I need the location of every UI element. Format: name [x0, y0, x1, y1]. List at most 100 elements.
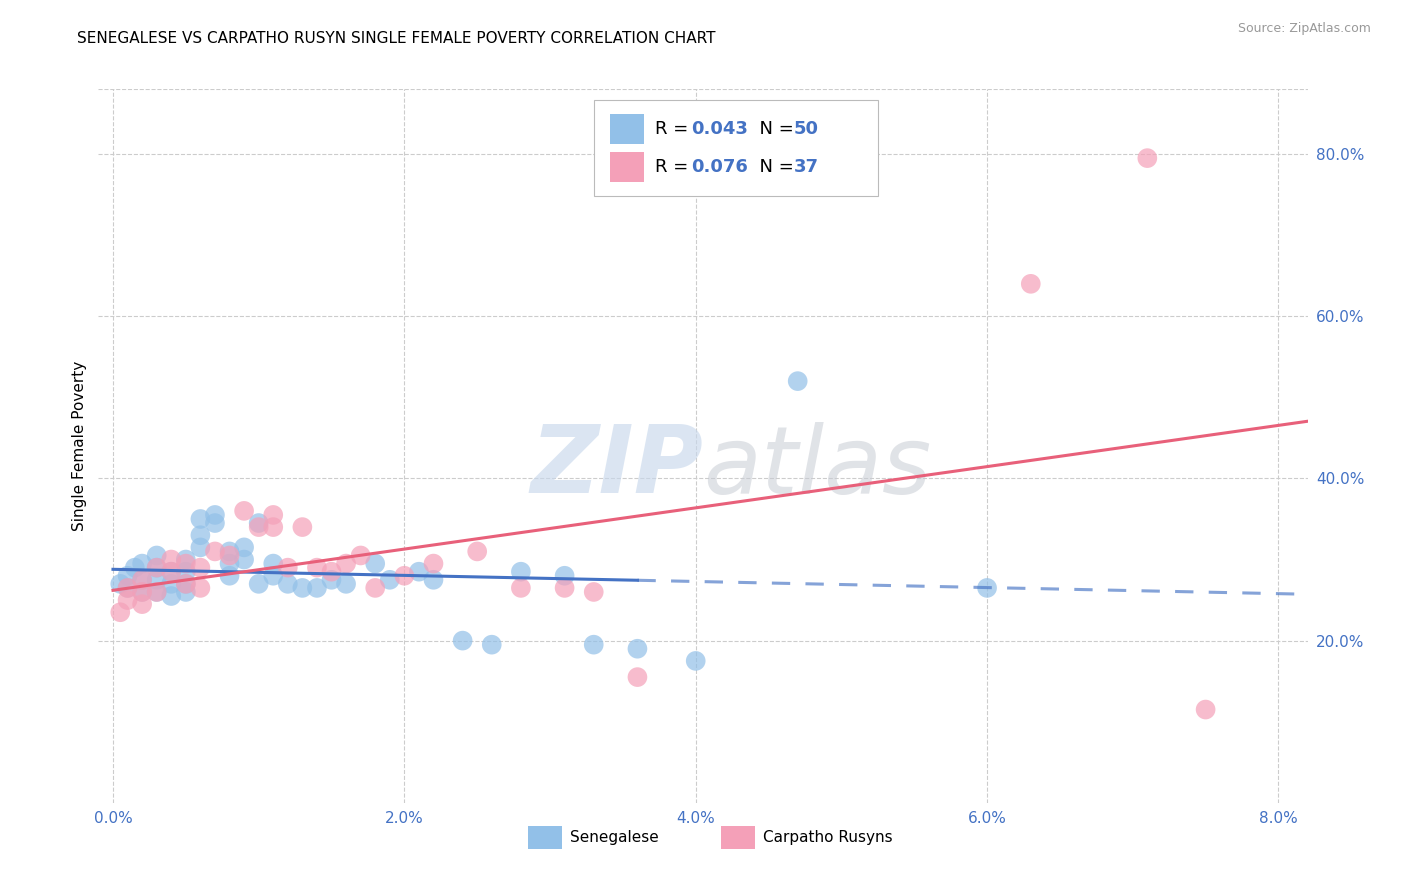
Point: [131, 573, 153, 587]
Point: [364, 581, 387, 595]
Bar: [527, 826, 561, 849]
Point: [247, 577, 270, 591]
Point: [626, 670, 648, 684]
Point: [174, 577, 197, 591]
Bar: [610, 114, 644, 145]
Point: [291, 520, 314, 534]
Point: [291, 581, 314, 595]
Text: N =: N =: [748, 120, 799, 138]
Point: [174, 557, 197, 571]
Point: [465, 544, 488, 558]
Point: [174, 552, 197, 566]
Text: 50: 50: [793, 120, 818, 138]
Y-axis label: Single Female Poverty: Single Female Poverty: [72, 361, 87, 531]
Text: SENEGALESE VS CARPATHO RUSYN SINGLE FEMALE POVERTY CORRELATION CHART: SENEGALESE VS CARPATHO RUSYN SINGLE FEMA…: [77, 31, 716, 46]
Point: [218, 568, 240, 582]
Point: [305, 560, 328, 574]
Point: [335, 557, 357, 571]
Point: [582, 638, 605, 652]
Point: [145, 549, 167, 563]
Text: Source: ZipAtlas.com: Source: ZipAtlas.com: [1237, 22, 1371, 36]
Text: N =: N =: [748, 158, 799, 176]
Point: [262, 508, 284, 522]
Point: [218, 557, 240, 571]
Text: atlas: atlas: [703, 422, 931, 513]
Point: [204, 516, 226, 530]
Bar: [721, 826, 755, 849]
Point: [408, 565, 430, 579]
Point: [509, 581, 531, 595]
Point: [131, 597, 153, 611]
Point: [145, 573, 167, 587]
Point: [117, 593, 139, 607]
Point: [350, 549, 373, 563]
Point: [262, 520, 284, 534]
Point: [233, 504, 256, 518]
Point: [247, 520, 270, 534]
Point: [233, 552, 256, 566]
Point: [190, 541, 212, 555]
Point: [131, 557, 153, 571]
Point: [305, 581, 328, 595]
FancyBboxPatch shape: [595, 100, 879, 196]
Point: [117, 581, 139, 595]
Point: [190, 581, 212, 595]
Point: [1019, 277, 1042, 291]
Point: [190, 512, 212, 526]
Point: [247, 516, 270, 530]
Point: [277, 577, 299, 591]
Point: [422, 557, 444, 571]
Point: [509, 565, 531, 579]
Text: Senegalese: Senegalese: [569, 830, 659, 846]
Text: 37: 37: [793, 158, 818, 176]
Point: [685, 654, 707, 668]
Point: [233, 541, 256, 555]
Point: [174, 585, 197, 599]
Point: [174, 565, 197, 579]
Point: [174, 577, 197, 591]
Point: [190, 560, 212, 574]
Point: [131, 585, 153, 599]
Point: [976, 581, 998, 595]
Point: [204, 544, 226, 558]
Point: [451, 633, 474, 648]
Point: [1194, 702, 1216, 716]
Point: [131, 585, 153, 599]
Text: R =: R =: [655, 158, 693, 176]
Point: [378, 573, 401, 587]
Point: [145, 560, 167, 574]
Point: [145, 585, 167, 599]
Point: [124, 560, 146, 574]
Point: [145, 585, 167, 599]
Point: [131, 573, 153, 587]
Point: [117, 581, 139, 595]
Point: [218, 549, 240, 563]
Point: [582, 585, 605, 599]
Point: [218, 544, 240, 558]
Point: [321, 565, 343, 579]
Point: [110, 577, 132, 591]
Point: [481, 638, 503, 652]
Point: [277, 560, 299, 574]
Text: ZIP: ZIP: [530, 421, 703, 514]
Point: [422, 573, 444, 587]
Point: [160, 565, 183, 579]
Point: [160, 565, 183, 579]
Point: [554, 568, 576, 582]
Point: [117, 568, 139, 582]
Point: [110, 605, 132, 619]
Point: [145, 560, 167, 574]
Point: [554, 581, 576, 595]
Point: [321, 573, 343, 587]
Point: [394, 568, 416, 582]
Point: [204, 508, 226, 522]
Text: 0.076: 0.076: [690, 158, 748, 176]
Text: R =: R =: [655, 120, 693, 138]
Point: [335, 577, 357, 591]
Point: [160, 589, 183, 603]
Point: [190, 528, 212, 542]
Point: [786, 374, 808, 388]
Text: Carpatho Rusyns: Carpatho Rusyns: [763, 830, 893, 846]
Point: [262, 568, 284, 582]
Point: [160, 552, 183, 566]
